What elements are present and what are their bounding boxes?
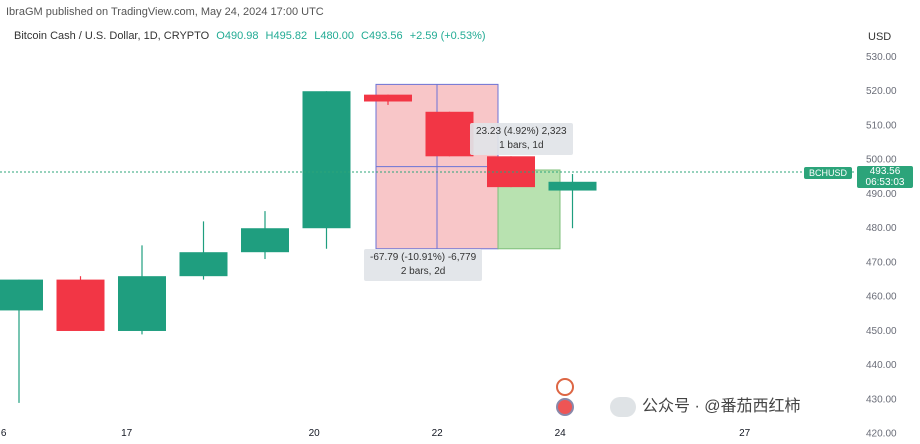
time-tick-label: 27 [739, 428, 751, 439]
price-tick-label: 490.00 [866, 189, 897, 200]
open-value: O490.98 [216, 30, 259, 42]
candle-body [56, 279, 105, 331]
price-tick-label: 480.00 [866, 223, 897, 234]
candle-body [179, 252, 228, 277]
candle-body [0, 279, 43, 311]
close-value: C493.56 [361, 30, 403, 42]
time-tick-label: 20 [309, 428, 321, 439]
price-tick-label: 460.00 [866, 292, 897, 303]
publication-info: IbraGM published on TradingView.com, May… [6, 6, 324, 18]
symbol-name: Bitcoin Cash / U.S. Dollar, 1D, CRYPTO [14, 30, 210, 42]
flag-icon[interactable] [556, 378, 574, 396]
watermark: 公众号 · @番茄西红柿 [610, 392, 800, 417]
event-icon[interactable] [556, 398, 574, 416]
price-tick-label: 520.00 [866, 86, 897, 97]
wechat-icon [610, 396, 636, 417]
last-price: 493.56 [869, 166, 901, 177]
low-value: L480.00 [314, 30, 354, 42]
bar-countdown: 06:53:03 [865, 177, 905, 188]
price-tick-label: 440.00 [866, 360, 897, 371]
down-move-change: -67.79 (-10.91%) -6,779 [370, 252, 477, 263]
price-tick-label: 430.00 [866, 394, 897, 405]
time-tick-label: 6 [1, 428, 7, 439]
up-move-change: 23.23 (4.92%) 2,323 [476, 126, 567, 137]
candle-body [302, 91, 351, 229]
candle-body [118, 276, 166, 331]
up-move-bars: 1 bars, 1d [499, 140, 544, 151]
down-move-measurement: -67.79 (-10.91%) -6,779 2 bars, 2d [364, 249, 483, 281]
watermark-text: 公众号 · @番茄西红柿 [642, 398, 801, 415]
candle-body [487, 156, 535, 188]
up-move-measurement: 23.23 (4.92%) 2,323 1 bars, 1d [470, 123, 573, 155]
price-tick-label: 450.00 [866, 326, 897, 337]
candle-body [241, 228, 289, 253]
currency-label: USD [868, 31, 892, 43]
time-tick-label: 17 [121, 428, 133, 439]
change-value: +2.59 (+0.53%) [409, 30, 486, 42]
time-tick-label: 24 [555, 428, 567, 439]
candle-body [425, 111, 474, 157]
price-tick-label: 530.00 [866, 52, 897, 63]
price-tick-label: 500.00 [866, 155, 897, 166]
symbol-price-badge: BCHUSD [804, 167, 852, 179]
time-tick-label: 22 [432, 428, 444, 439]
candle-body [364, 94, 412, 102]
symbol-ohlc-legend: Bitcoin Cash / U.S. Dollar, 1D, CRYPTO O… [14, 30, 490, 42]
price-tick-label: 510.00 [866, 120, 897, 131]
down-move-bars: 2 bars, 2d [400, 266, 446, 277]
candle-body [548, 181, 597, 191]
price-tick-label: 470.00 [866, 257, 897, 268]
last-price-badge: 493.56 06:53:03 [857, 166, 913, 188]
price-tick-label: 420.00 [866, 429, 897, 440]
high-value: H495.82 [265, 30, 308, 42]
